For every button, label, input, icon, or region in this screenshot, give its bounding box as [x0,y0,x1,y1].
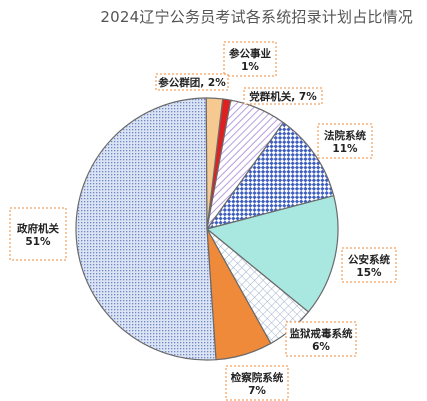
slice-label-text: 党群机关, 7% [249,90,317,103]
slice-label: 党群机关, 7% [243,87,323,105]
slice-label-box [317,123,373,159]
pie-slice [75,97,217,361]
slice-label-percent: 11% [332,143,358,155]
chart-title: 2024辽宁公务员考试各系统招录计划占比情况 [100,8,413,26]
slice-label-text: 参公群团, 2% [158,76,226,89]
pie-slice [205,194,339,313]
slice-label-percent: 6% [312,341,330,353]
pie-slice [205,121,335,231]
slice-label-name: 检察院系统 [231,371,284,384]
slice-label-name: 公安系统 [348,253,390,266]
slice-label-box [223,41,277,77]
slice-label-box [225,365,289,401]
slice-label-box [341,247,397,283]
slice-label: 参公群团, 2% [155,73,229,91]
slice-label-percent: 1% [241,61,259,73]
pie-slices [75,97,339,361]
slice-label-name: 政府机关 [17,222,59,235]
pie-slice [205,97,224,230]
slice-label-name: 参公事业 [229,47,271,60]
slice-label-percent: 51% [25,236,51,248]
slice-label-percent: 15% [356,267,382,279]
slice-label-name: 法院系统 [324,129,366,142]
slice-label-box [243,87,323,105]
slice-label-percent: 7% [248,385,266,397]
slice-label-box [285,321,357,357]
slice-label-box [155,73,229,91]
slice-label-name: 监狱戒毒系统 [290,327,353,340]
slice-label-box [9,207,67,261]
